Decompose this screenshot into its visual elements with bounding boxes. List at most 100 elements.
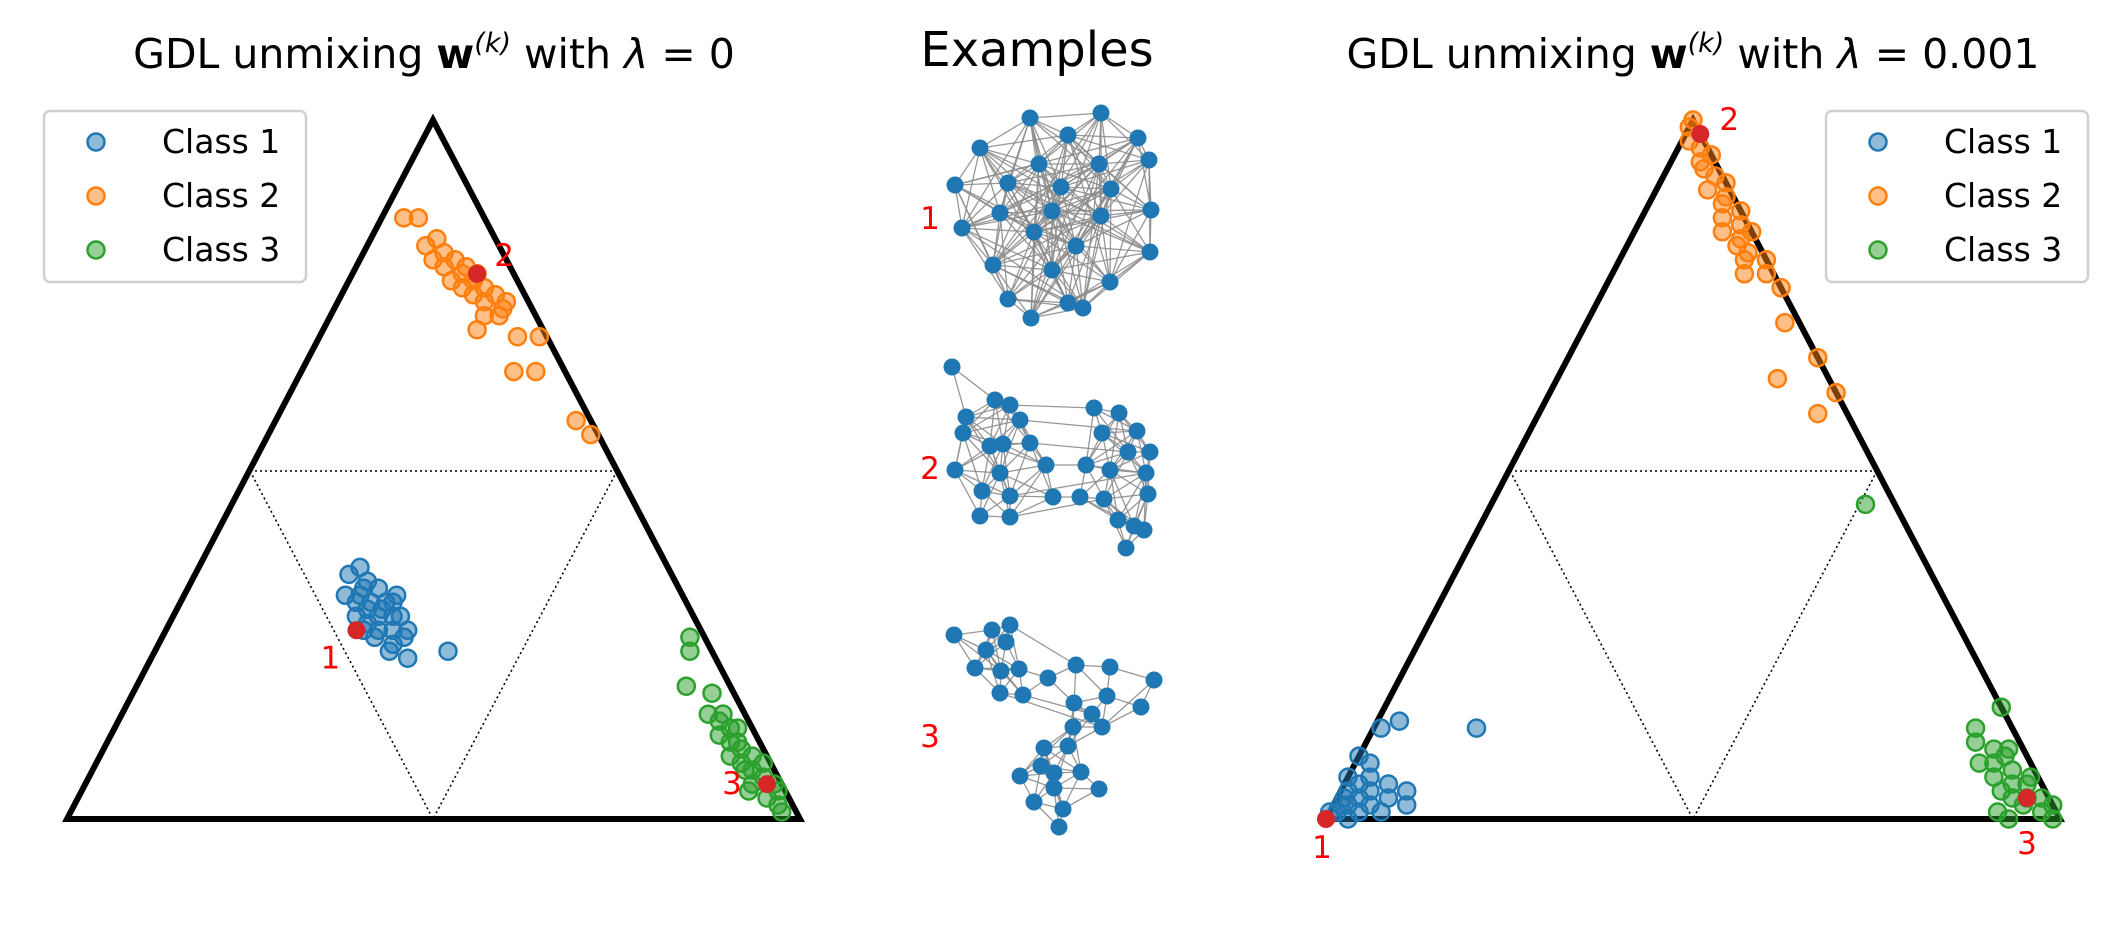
right-class2-point xyxy=(1697,180,1718,200)
example-graph-1-edge xyxy=(1030,307,1084,319)
right-grid-line-left xyxy=(1509,470,1694,820)
left-class3-point xyxy=(771,802,792,822)
example-graph-3-node xyxy=(1045,779,1063,797)
example-graph-1-node xyxy=(1043,202,1061,220)
left-class1-point xyxy=(438,641,458,661)
example-graph-3-node xyxy=(983,621,1001,639)
example-graph-3-node xyxy=(1065,694,1083,712)
example-graph-1 xyxy=(946,104,1160,327)
example-label-1: 1 xyxy=(920,201,940,237)
example-graph-2-edge xyxy=(1019,419,1138,432)
example-graph-1-edge xyxy=(1007,269,1053,300)
left-legend: Class 1 Class 2 Class 3 xyxy=(42,109,308,284)
example-graph-1-edge xyxy=(1100,159,1150,217)
example-graph-1-node xyxy=(984,256,1002,274)
example-graph-3-node xyxy=(1050,818,1068,836)
example-graph-1-edge xyxy=(1100,215,1151,253)
left-class3-point xyxy=(702,683,722,703)
left-class1-point xyxy=(379,641,400,661)
example-graph-2-node xyxy=(973,482,991,500)
example-graph-1-node xyxy=(1129,129,1147,147)
example-graph-3-node xyxy=(1001,616,1019,634)
right-class3-point xyxy=(1991,781,2012,801)
example-graph-3-node xyxy=(1132,698,1150,716)
left-class3-point xyxy=(709,711,730,731)
example-graph-1-node xyxy=(1092,104,1110,122)
example-graph-1-edge xyxy=(1051,251,1151,271)
example-graph-2-node xyxy=(1117,539,1135,557)
left-class1-point xyxy=(375,592,396,613)
example-graph-2-node xyxy=(971,507,989,525)
example-graph-1-edge xyxy=(1100,112,1112,190)
example-graph-1-edge xyxy=(1007,245,1077,300)
left-class2-point xyxy=(507,326,528,347)
left-class3-point xyxy=(676,676,697,696)
right-legend-label-class3: Class 3 xyxy=(1944,230,2062,269)
example-graph-2-node xyxy=(986,391,1004,409)
examples-title: Examples xyxy=(920,22,1153,78)
example-graph-1-edge xyxy=(992,245,1077,266)
example-graph-1-node xyxy=(1142,201,1160,219)
example-graph-2-node xyxy=(1001,487,1019,505)
right-class2-point xyxy=(1756,264,1777,284)
example-graph-2-node xyxy=(1001,396,1019,414)
middle-panel: Examples 1 2 3 xyxy=(920,22,1163,836)
example-graph-1-edge xyxy=(1007,210,1053,300)
example-graph-1-edge xyxy=(961,163,1100,229)
right-atom-labels: 1 2 3 xyxy=(1312,102,2037,866)
example-graph-1-edge xyxy=(1109,209,1152,283)
example-graph-1-edge xyxy=(1075,209,1152,247)
example-graph-3-node xyxy=(1098,687,1116,705)
example-graph-1-edge xyxy=(954,182,1009,186)
example-graph-3-node xyxy=(1045,764,1063,782)
right-panel: GDL unmixing w(k) with λ = 0.001 1 2 3 Cla… xyxy=(1312,28,2090,866)
right-legend-label-class1: Class 1 xyxy=(1944,122,2062,161)
left-atom-markers xyxy=(347,264,776,794)
example-graph-3-node xyxy=(1039,669,1057,687)
example-graph-2-node xyxy=(1119,443,1137,461)
right-panel-title: GDL unmixing w(k) with λ = 0.001 xyxy=(1347,28,2040,78)
example-graph-1-node xyxy=(1021,109,1039,127)
example-graph-1-edge xyxy=(1067,134,1150,161)
left-class1-point xyxy=(364,627,385,648)
example-graph-1-edge xyxy=(961,188,1112,229)
example-graph-1-edge xyxy=(1033,163,1100,233)
right-atom-marker-3 xyxy=(2018,789,2036,807)
example-graph-2-edge xyxy=(1093,407,1129,453)
left-class1-point xyxy=(397,648,418,668)
example-graph-1-edge xyxy=(1067,134,1102,217)
example-graph-1-node xyxy=(1092,207,1110,225)
example-graph-1-edge xyxy=(1007,163,1100,184)
example-graph-1-edge xyxy=(992,210,1053,266)
left-class1-point xyxy=(335,585,356,606)
example-graph-1-edge xyxy=(1030,245,1077,319)
example-graph-1-node xyxy=(1074,299,1092,317)
example-graph-2-node xyxy=(1093,424,1111,442)
example-graph-2-node xyxy=(954,424,972,442)
right-class1-point xyxy=(1349,746,1369,766)
left-atom-label-1: 1 xyxy=(321,640,341,676)
left-class3-point xyxy=(753,753,774,773)
left-class1-point xyxy=(397,620,418,641)
left-class3-point xyxy=(735,760,755,780)
example-graph-2 xyxy=(943,358,1159,557)
right-class1-point xyxy=(1378,774,1399,794)
right-class1-point xyxy=(1396,781,1417,801)
example-graph-1-node xyxy=(1140,151,1158,169)
example-graph-2-node xyxy=(1011,411,1029,429)
example-graph-1-edge xyxy=(1033,231,1111,283)
right-class2-point xyxy=(1734,264,1755,284)
example-graph-3-node xyxy=(992,662,1010,680)
right-class3-point xyxy=(1969,753,1990,773)
example-graph-2-node xyxy=(1021,434,1039,452)
example-graph-1-edge xyxy=(1033,134,1069,233)
example-graph-3-node xyxy=(1093,718,1111,736)
example-graph-1-edge xyxy=(1029,112,1102,119)
example-graph-2-edge xyxy=(951,366,996,401)
example-graph-1-edge xyxy=(1060,159,1150,188)
example-graph-1-edge xyxy=(1038,163,1102,217)
example-graph-1-edge xyxy=(961,227,1035,233)
right-class3-point xyxy=(2020,767,2041,787)
right-class2-point xyxy=(1771,278,1791,298)
